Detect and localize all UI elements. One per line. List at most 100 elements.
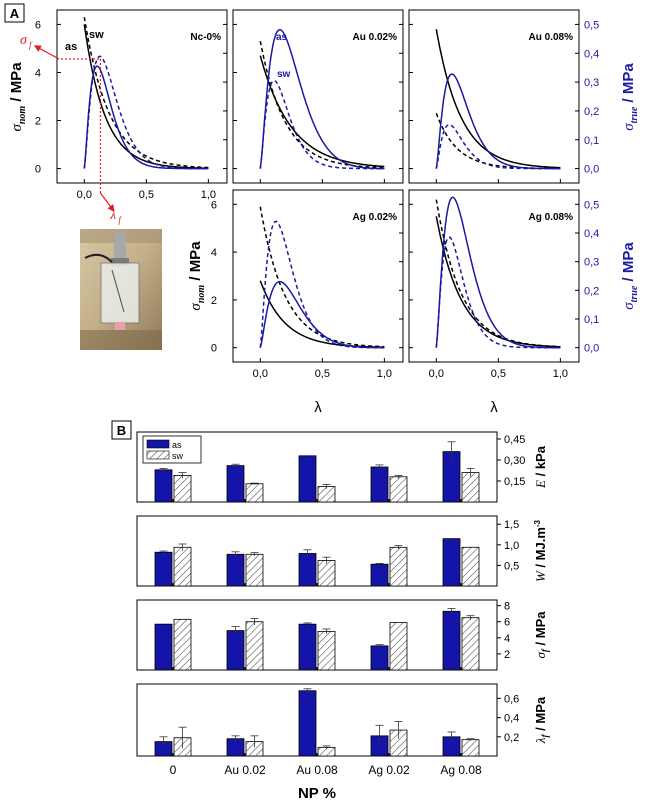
y-label-left-bottom-rest: / MPa — [187, 241, 204, 285]
bar-category-label: Ag 0.08 — [440, 763, 482, 777]
y-label-right-bottom-sub: true — [629, 285, 640, 302]
bar-y-tick-label: 0,30 — [504, 455, 525, 467]
bar-y-tick-label: 4 — [504, 633, 510, 645]
y-right-tick-label: 0,2 — [584, 285, 599, 297]
y-label-left-top-sub: nom — [17, 106, 28, 125]
lambda-f-label: λ — [109, 207, 116, 222]
series-as-black-solid — [83, 24, 209, 169]
y-right-tick-label: 0,2 — [584, 106, 599, 118]
y-right-tick-label: 0,0 — [584, 343, 599, 355]
series-as-blue-solid — [83, 65, 209, 170]
panel-a-text: A — [10, 6, 20, 21]
y-right-tick-label: 0,4 — [584, 48, 599, 60]
bar-as — [226, 465, 245, 503]
subplot-1: Au 0.02% as sw — [232, 9, 404, 184]
bar-y-tick-label: 2 — [504, 649, 510, 661]
bar-y-label-main: σ — [533, 652, 548, 659]
y-label-right-top-rest: / MPa — [620, 63, 637, 107]
series-sw-blue-dashed — [83, 55, 209, 170]
bar-as — [370, 645, 389, 671]
lambda-f-arrow — [99, 192, 115, 212]
bar-sw — [245, 553, 264, 587]
series-sw-blue-dashed — [435, 236, 561, 349]
subplot-2: 0,0 0,1 0,2 0,3 0,4 0,5 Au 0.08% — [408, 9, 599, 184]
subplot-title: Au 0.08% — [529, 32, 574, 43]
bar-y-label-sub: f — [540, 648, 550, 652]
y-right-tick-label: 0,5 — [584, 19, 599, 31]
bar-y-label-main: E — [533, 480, 548, 489]
series-sw-blue-dashed — [259, 220, 385, 349]
subplot-title: Ag 0.02% — [353, 212, 398, 223]
bar-sw — [461, 617, 480, 671]
bar-sw — [461, 739, 480, 757]
legend-label-as: as — [172, 440, 182, 450]
subplot-frame — [232, 189, 404, 363]
y-right-tick-label: 0,1 — [584, 135, 599, 147]
series-as-black-solid — [259, 55, 385, 168]
subplot-3: 0,0 0,5 1,0 0 2 4 6 Ag 0.02% — [211, 189, 404, 380]
bar-as — [226, 553, 245, 587]
y-label-left-top: σnom / MPa — [8, 62, 28, 132]
bar-as — [298, 553, 317, 587]
bar-y-tick-label: 0,5 — [504, 560, 519, 572]
x-tick-label: 0,5 — [139, 189, 154, 201]
legend-swatch-sw — [146, 450, 170, 460]
bar-sw — [317, 630, 336, 671]
panel-a-label: A — [4, 3, 25, 23]
bar-sw — [461, 472, 480, 503]
annotation-sw: sw — [277, 69, 291, 80]
bar-as — [442, 538, 461, 587]
bar-sw — [389, 476, 408, 503]
bar-as — [226, 630, 245, 671]
bar-category-label: 0 — [170, 763, 177, 777]
x-tick-label: 0,0 — [429, 368, 444, 380]
y-right-tick-label: 0,3 — [584, 77, 599, 89]
lambda-f-sub: f — [118, 215, 122, 225]
bar-as — [298, 623, 317, 671]
x-tick-label: 0,0 — [77, 189, 92, 201]
y-right-tick-label: 0,1 — [584, 314, 599, 326]
series-sw-black-dashed — [83, 17, 209, 169]
bar-y-tick-label: 0,45 — [504, 434, 525, 446]
y-label-left-bottom-sub: nom — [196, 285, 207, 304]
sample-photo — [80, 229, 162, 350]
y-label-right-top-sub: true — [629, 106, 640, 123]
series-as-blue-solid — [259, 28, 385, 170]
subplot-title: Au 0.02% — [353, 32, 398, 43]
bar-y-tick-label: 0,6 — [504, 693, 519, 705]
bar-category-label: Au 0.08 — [296, 763, 338, 777]
y-label-left-bottom: σnom / MPa — [187, 241, 207, 311]
bar-row-3: 0,2 0,4 0,6 λf / MPa — [136, 683, 550, 757]
bar-as — [442, 610, 461, 671]
legend-label-sw: sw — [172, 451, 184, 461]
panel-b-label: B — [111, 420, 132, 440]
bar-y-label: W / MJ.m-3 — [533, 519, 548, 582]
y-left-tick-label: 0 — [35, 164, 41, 176]
bar-x-label: NP % — [298, 785, 336, 802]
bar-sw — [173, 546, 192, 587]
series-as-blue-solid — [259, 280, 385, 349]
bar-y-label: σf / MPa — [533, 611, 550, 659]
bar-y-label-rest: / MJ.m — [533, 527, 548, 571]
bar-sw — [173, 618, 192, 671]
x-tick-label: 0,5 — [315, 368, 330, 380]
bar-y-label-rest: / MPa — [533, 696, 548, 734]
series-sw-black-dashed — [259, 206, 385, 348]
series-as-black-solid — [435, 216, 561, 348]
bar-as — [154, 469, 173, 503]
y-left-tick-label: 2 — [211, 295, 217, 307]
bar-row-2: 2 4 6 8 σf / MPa — [136, 599, 550, 671]
x-tick-label: 0,5 — [491, 368, 506, 380]
y-label-left-top-main: σ — [9, 124, 25, 132]
x-tick-label: 0,0 — [253, 368, 268, 380]
bar-y-label-rest: / MPa — [533, 611, 548, 649]
panel-b-text: B — [117, 423, 126, 438]
y-left-tick-label: 6 — [35, 19, 41, 31]
bar-row-1: 0,5 1,0 1,5 W / MJ.m-3 — [136, 515, 548, 587]
series-sw-blue-dashed — [435, 123, 561, 170]
y-label-right-bottom: σtrue / MPa — [620, 242, 640, 310]
bar-y-tick-label: 1,5 — [504, 519, 519, 531]
bar-sw — [317, 486, 336, 503]
